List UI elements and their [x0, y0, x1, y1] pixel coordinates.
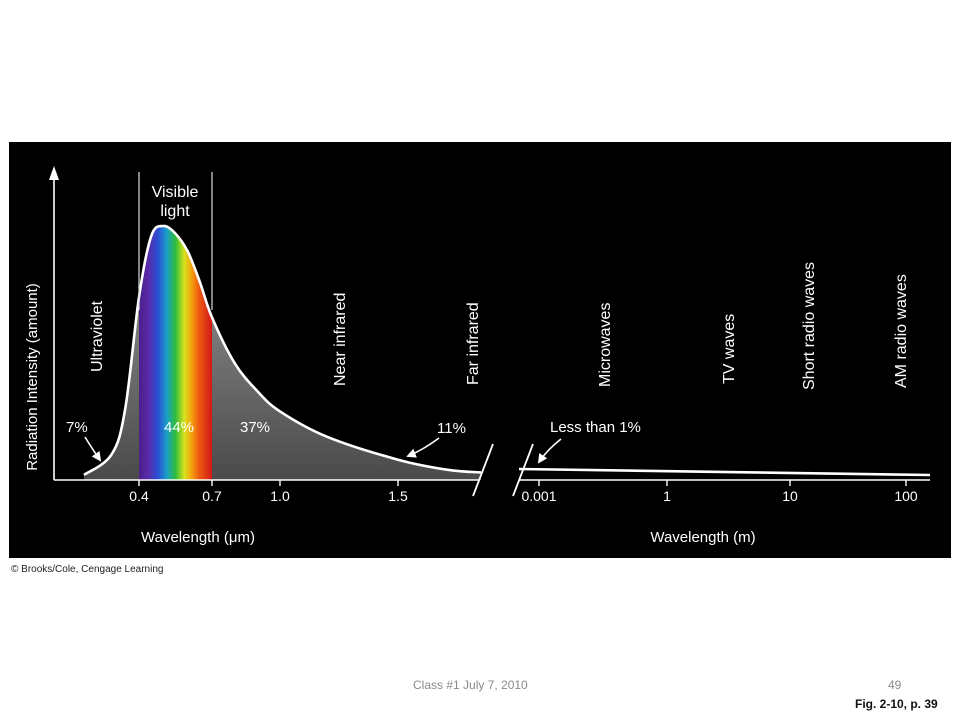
region-label-am-radio-waves: AM radio waves — [893, 274, 910, 388]
x-tick-label: 0.4 — [129, 488, 149, 504]
x-tick-label: 0.001 — [521, 488, 556, 504]
percent-label-ultraviolet: 7% — [66, 419, 88, 436]
radiation-chart: Radiation Intensity (amount) 0.4 0.7 1.0 1.… — [24, 166, 931, 546]
y-axis-arrow-icon — [49, 166, 59, 180]
ultraviolet-arrow-icon — [84, 436, 102, 462]
x-tick-label: 0.7 — [202, 488, 222, 504]
y-axis-label: Radiation Intensity (amount) — [24, 283, 41, 471]
percent-label-radio: Less than 1% — [550, 419, 641, 436]
region-label-near-infrared: Near infrared — [332, 293, 349, 386]
x-tick-label: 1.5 — [388, 488, 408, 504]
footer-page-number: 49 — [888, 678, 902, 692]
footer-class-date: Class #1 July 7, 2010 — [413, 678, 528, 692]
figure-reference: Fig. 2-10, p. 39 — [855, 697, 938, 711]
region-label-ultraviolet: Ultraviolet — [89, 300, 106, 372]
region-label-far-infrared: Far infrared — [465, 302, 482, 385]
percent-label-visible: 44% — [164, 419, 194, 436]
spectrum-figure: Radiation Intensity (amount) 0.4 0.7 1.0 1.… — [9, 142, 951, 558]
radio-arrow-icon — [537, 438, 562, 464]
x-tick-label: 1 — [663, 488, 671, 504]
region-label-short-radio-waves: Short radio waves — [801, 262, 818, 390]
region-label-microwaves: Microwaves — [597, 303, 614, 387]
visible-label-line2: light — [160, 203, 190, 220]
right-curve-line — [518, 467, 931, 477]
x-axis-label-left: Wavelength (μm) — [141, 529, 255, 546]
visible-label-line1: Visible — [152, 184, 199, 201]
left-curve-line — [83, 224, 482, 476]
axis-break-mark — [512, 443, 534, 497]
region-label-tv-waves: TV waves — [721, 314, 738, 384]
x-axis-label-right: Wavelength (m) — [650, 529, 755, 546]
axis-break-mark — [472, 443, 494, 497]
percent-label-near-infrared: 37% — [240, 419, 270, 436]
percent-label-far-infrared: 11% — [437, 420, 466, 437]
x-tick-label: 1.0 — [270, 488, 290, 504]
far-infrared-arrow-icon — [406, 437, 440, 458]
x-tick-label: 100 — [894, 488, 918, 504]
x-tick-label: 10 — [782, 488, 798, 504]
copyright-credit: © Brooks/Cole, Cengage Learning — [11, 564, 164, 575]
